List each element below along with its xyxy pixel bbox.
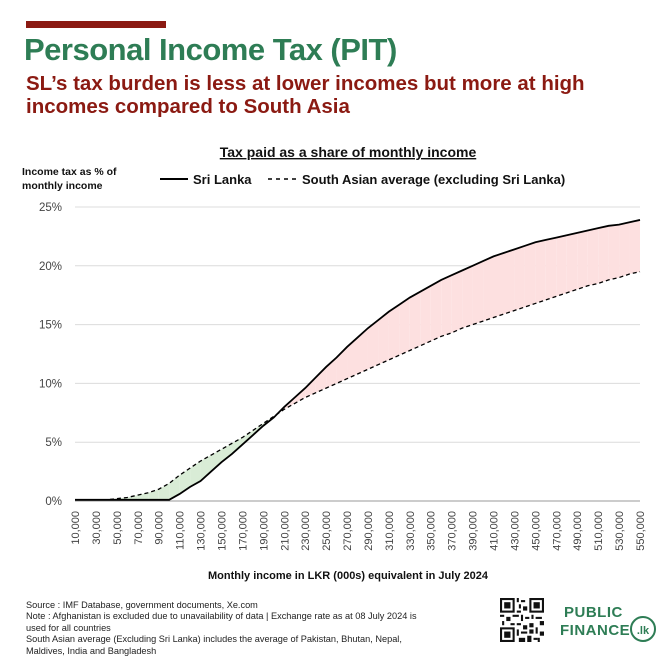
gap-fill [190,461,201,487]
x-tick-label: 390,000 [468,511,480,551]
x-tick-label: 490,000 [572,511,584,551]
x-tick-label: 270,000 [342,511,354,551]
x-tick-label: 130,000 [196,511,208,551]
gap-fill [577,230,588,290]
gap-fill [148,489,159,500]
gap-fill [294,388,306,404]
x-tick-label: 410,000 [489,511,501,551]
gap-fill [556,235,567,297]
x-tick-label: 530,000 [614,511,626,551]
y-tick-label: 5% [45,437,62,449]
x-tick-label: 190,000 [258,511,270,551]
gap-fill [211,449,222,472]
gap-fill [493,252,504,318]
gap-fill [545,237,557,300]
source-line: Maldives, India and Bangladesh [26,645,157,656]
gap-fill [472,261,484,325]
logo-line-2: FINANCE [560,622,631,639]
source-notes: Source : IMF Database, government docume… [26,600,476,657]
legend-label-south-asia: South Asian average (excluding Sri Lanka… [302,172,565,187]
y-tick-label: 0% [45,496,62,508]
legend-label-sri-lanka: Sri Lanka [193,172,252,187]
x-tick-label: 370,000 [447,511,459,551]
gap-fill [430,279,442,342]
gap-fill [451,270,463,333]
gap-fill [200,455,212,482]
x-tick-label: 170,000 [237,511,249,551]
series-line-south-asia [75,271,641,501]
gap-fill [598,225,609,284]
x-tick-label: 430,000 [509,511,521,551]
gap-fill [514,245,525,311]
series-line-sri-lanka [75,219,641,501]
gap-fill [137,492,149,500]
gap-fill [566,232,578,293]
x-tick-label: 110,000 [175,511,187,550]
y-tick-label: 25% [39,202,62,214]
gap-fill [305,377,316,398]
x-tick-label: 230,000 [300,511,312,551]
chart-title: Tax paid as a share of monthly income [220,144,477,160]
x-tick-label: 10,000 [70,511,82,545]
gap-fill [158,483,170,500]
x-tick-label: 470,000 [551,511,563,551]
x-tick-label: 50,000 [112,511,124,545]
gap-fill [221,443,232,463]
gap-fill [524,242,536,307]
gap-fill [587,228,599,286]
x-tick-label: 310,000 [384,511,396,551]
title-accent-bar [26,21,166,28]
public-finance-logo: PUBLIC FINANCE .lk [560,604,660,644]
x-tick-label: 290,000 [363,511,375,551]
gap-fill [367,319,379,370]
gap-fill [388,304,400,360]
gap-fill [315,366,327,393]
gap-fill [399,297,410,356]
source-line: Note : Afghanistan is excluded due to un… [26,611,417,622]
x-tick-label: 150,000 [216,511,228,551]
tax-share-line-chart: Tax paid as a share of monthly income Inc… [22,144,647,582]
gap-fill [357,328,368,374]
x-tick-label: 330,000 [405,511,417,551]
x-tick-label: 90,000 [154,511,166,545]
gap-fill [347,337,358,379]
x-tick-label: 30,000 [91,511,103,545]
x-tick-label: 250,000 [321,511,333,551]
gap-fill [608,224,620,280]
y-tick-label: 15% [39,320,62,332]
gap-fill [420,285,431,346]
gap-fill [378,311,389,365]
source-line: used for all countries [26,622,111,633]
gap-fill [503,249,515,315]
gap-fill [462,265,473,329]
page-title: Personal Income Tax (PIT) [24,32,397,67]
gap-fill [629,219,640,275]
x-tick-label: 550,000 [635,511,647,551]
x-tick-label: 70,000 [133,511,145,545]
y-tick-label: 20% [39,261,62,273]
gap-fill [409,291,421,351]
x-tick-label: 510,000 [593,511,605,551]
x-tick-label: 450,000 [530,511,542,551]
qr-code-icon[interactable] [500,598,544,642]
gap-fill [231,437,243,454]
y-axis-label: Income tax as % of monthly income [22,166,117,192]
x-tick-label: 350,000 [426,511,438,551]
gap-fill [483,256,494,322]
gap-fill [535,239,546,304]
page-subtitle: SL’s tax burden is less at lower incomes… [26,72,585,118]
gap-fill [179,468,191,494]
x-tick-label: 210,000 [279,511,291,551]
y-tick-label: 10% [39,378,62,390]
logo-line-1: PUBLIC [564,604,623,621]
source-line: South Asian average (Excluding Sri Lanka… [26,634,402,645]
logo-badge: .lk [630,616,656,642]
gap-fill [619,222,630,278]
x-axis-label: Monthly income in LKR (000s) equivalent … [208,570,489,582]
source-line: Source : IMF Database, government docume… [26,600,258,610]
gap-fill [127,495,138,500]
gap-fill [441,275,452,337]
